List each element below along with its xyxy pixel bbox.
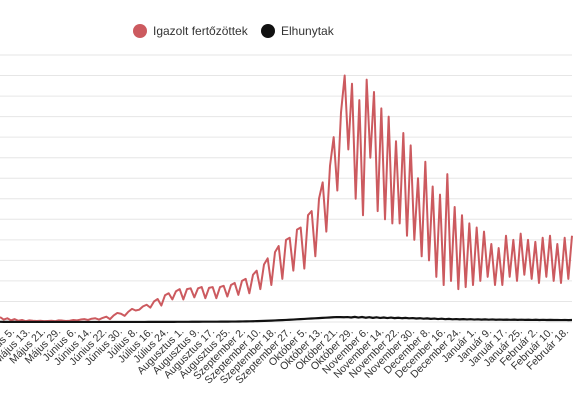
series-line-confirmed bbox=[0, 74, 573, 323]
legend-label-deaths: Elhunytak bbox=[281, 24, 335, 38]
series-line-deaths bbox=[0, 315, 573, 324]
legend: Igazolt fertőzöttek Elhunytak bbox=[133, 24, 335, 38]
x-axis-tick-labels: Május 5.Május 13.Május 21.Május 29.Júniu… bbox=[0, 326, 571, 387]
legend-label-confirmed: Igazolt fertőzöttek bbox=[153, 24, 249, 38]
legend-marker-deaths bbox=[261, 24, 275, 38]
gridlines bbox=[0, 54, 572, 323]
legend-marker-confirmed bbox=[133, 24, 147, 38]
series-layer bbox=[0, 74, 573, 324]
